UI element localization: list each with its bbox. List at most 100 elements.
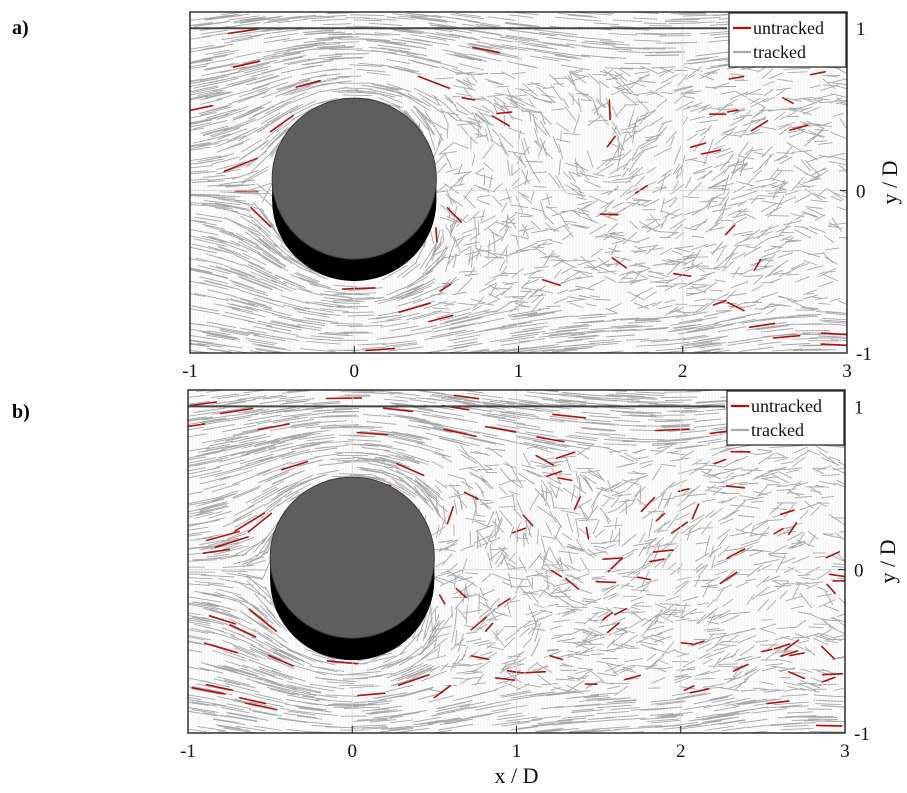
untracked-streak xyxy=(726,109,739,113)
untracked-streak xyxy=(828,573,845,578)
untracked-streak xyxy=(247,512,273,533)
untracked-streak xyxy=(691,640,705,646)
untracked-streak xyxy=(689,142,707,149)
panel-a-legend-tracked-label: tracked xyxy=(753,42,806,62)
panel-b: b) -1 0 1 2 3 1 0 -1 untracked tracked y / D x … xyxy=(12,389,900,788)
untracked-streak xyxy=(557,477,573,482)
panel-a: a) -1 0 1 2 3 1 0 -1 untracked tracked y / D xyxy=(12,11,902,382)
untracked-streak xyxy=(611,256,628,269)
untracked-streak xyxy=(689,688,710,694)
panel-a-y-axis-title: y / D xyxy=(877,161,902,205)
x-tick-label: 0 xyxy=(348,741,358,762)
untracked-streak xyxy=(439,283,452,292)
untracked-streak xyxy=(511,527,527,534)
untracked-streak xyxy=(295,79,321,88)
untracked-streak xyxy=(257,423,290,431)
panel-b-y-axis-title: y / D xyxy=(875,540,900,584)
untracked-streak xyxy=(772,334,801,339)
untracked-streak xyxy=(239,696,267,705)
untracked-streak xyxy=(463,491,479,500)
untracked-streak xyxy=(202,548,231,555)
untracked-streak xyxy=(446,207,463,223)
untracked-streak xyxy=(205,683,234,692)
untracked-streak xyxy=(602,611,613,621)
untracked-streak xyxy=(784,639,800,651)
untracked-streak xyxy=(679,641,693,645)
y-tick-label: -1 xyxy=(856,344,872,365)
untracked-streak xyxy=(455,587,467,599)
panel-b-legend-tracked-label: tracked xyxy=(751,420,804,440)
panel-b-legend-box xyxy=(726,390,845,446)
untracked-streak xyxy=(748,322,776,329)
untracked-streak xyxy=(535,454,555,466)
cylinder-face xyxy=(271,97,437,260)
untracked-streak xyxy=(203,642,238,654)
untracked-streak xyxy=(433,684,452,699)
untracked-streak xyxy=(522,514,534,527)
untracked-streak xyxy=(417,75,451,90)
untracked-streak xyxy=(652,549,674,553)
untracked-streak xyxy=(648,558,665,563)
untracked-streak xyxy=(585,526,590,540)
untracked-streak xyxy=(787,670,806,680)
untracked-streak xyxy=(214,536,249,549)
x-tick-label: 2 xyxy=(676,741,686,762)
untracked-streak xyxy=(250,207,272,228)
panel-b-legend-untracked-label: untracked xyxy=(751,396,822,416)
untracked-streak xyxy=(453,394,480,400)
untracked-streak xyxy=(269,114,294,133)
untracked-streak xyxy=(555,451,576,460)
untracked-streak xyxy=(606,135,616,148)
panel-b-streaks xyxy=(188,390,845,733)
untracked-streak xyxy=(728,75,745,80)
untracked-streak xyxy=(365,347,396,352)
untracked-streak xyxy=(438,594,446,605)
x-tick-label: 2 xyxy=(678,361,688,382)
untracked-streak xyxy=(599,213,619,216)
untracked-streak xyxy=(494,677,516,682)
untracked-streak xyxy=(724,224,736,236)
untracked-streak xyxy=(428,314,454,323)
untracked-streak xyxy=(443,428,477,438)
untracked-streak xyxy=(602,557,622,561)
untracked-streak xyxy=(636,576,652,581)
panel-a-legend: untracked tracked xyxy=(728,12,847,68)
untracked-streak xyxy=(634,185,648,194)
untracked-streak xyxy=(435,227,438,243)
untracked-streak xyxy=(525,670,547,674)
untracked-streak xyxy=(726,548,746,560)
untracked-streak xyxy=(832,579,845,582)
untracked-streak xyxy=(484,622,494,633)
untracked-streak xyxy=(280,460,309,471)
untracked-streak xyxy=(780,650,799,658)
untracked-streak xyxy=(549,654,564,661)
untracked-streak xyxy=(223,157,258,172)
untracked-streak xyxy=(773,643,791,650)
untracked-streak xyxy=(234,512,266,532)
untracked-streak xyxy=(564,577,580,590)
x-tick-label: 0 xyxy=(350,361,360,382)
panel-b-ticks: -1 0 1 2 3 1 0 -1 xyxy=(180,397,870,762)
untracked-streak xyxy=(773,527,784,535)
untracked-streak xyxy=(546,470,563,478)
panel-b-cylinder xyxy=(269,476,435,661)
untracked-streak xyxy=(815,724,843,727)
untracked-streak xyxy=(397,673,430,687)
untracked-streak xyxy=(506,669,525,674)
untracked-streak xyxy=(750,120,769,132)
untracked-streak xyxy=(700,149,722,155)
panel-a-streaks xyxy=(190,12,847,353)
untracked-streak xyxy=(670,521,689,534)
untracked-streak xyxy=(268,654,294,667)
untracked-streak xyxy=(789,124,809,131)
untracked-streak xyxy=(779,509,795,516)
untracked-streak xyxy=(232,60,261,68)
x-tick-label: -1 xyxy=(182,361,198,382)
untracked-streak xyxy=(357,692,386,697)
panel-b-legend: untracked tracked xyxy=(726,390,845,446)
panel-a-ticks: -1 0 1 2 3 1 0 -1 xyxy=(182,19,872,382)
untracked-streak xyxy=(607,557,624,573)
untracked-streak xyxy=(395,462,425,477)
untracked-streak xyxy=(820,645,835,660)
